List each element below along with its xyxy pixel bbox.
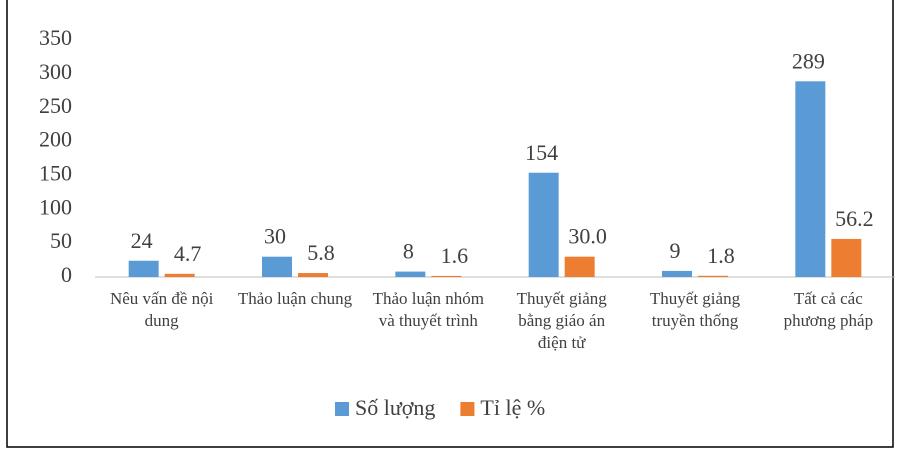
y-tick-label: 150 <box>39 160 72 185</box>
legend-label: Số lượng <box>355 395 435 420</box>
x-tick-label: Nêu vấn đề nội dung <box>110 289 214 330</box>
data-label: 56.2 <box>835 206 874 231</box>
data-label: 154 <box>525 140 558 165</box>
data-label: 1.6 <box>441 243 469 268</box>
data-label: 30 <box>264 224 286 249</box>
bar <box>128 260 159 277</box>
bar <box>298 273 328 277</box>
data-label: 4.7 <box>174 241 202 266</box>
x-tick-label: Thuyết giảng truyền thống <box>650 289 741 330</box>
y-tick-label: 350 <box>39 25 72 50</box>
data-label: 9 <box>670 238 681 263</box>
bar <box>698 275 728 277</box>
bar <box>795 81 826 277</box>
y-tick-label: 300 <box>39 59 72 84</box>
legend-swatch <box>460 402 475 416</box>
x-tick-label: Thảo luận chung <box>238 289 353 308</box>
bar <box>564 256 595 277</box>
data-label: 5.8 <box>307 240 335 265</box>
data-label: 289 <box>792 48 825 73</box>
y-tick-label: 50 <box>50 228 72 253</box>
y-tick-label: 250 <box>39 93 72 118</box>
y-tick-label: 200 <box>39 127 72 152</box>
x-tick-label: Thuyết giảng bằng giáo án điện tử <box>517 289 608 352</box>
data-label: 30.0 <box>568 224 607 249</box>
bar <box>662 270 692 277</box>
x-tick-label: Tất cả các phương pháp <box>784 289 874 330</box>
data-label: 1.8 <box>707 243 735 268</box>
y-tick-label: 0 <box>61 262 72 287</box>
chart-frame <box>6 0 894 448</box>
legend-label: Tỉ lệ % <box>480 395 545 420</box>
bar <box>528 172 559 277</box>
data-label: 8 <box>403 239 414 264</box>
bar <box>164 273 195 277</box>
data-label: 24 <box>131 228 153 253</box>
bar <box>262 256 292 277</box>
legend-swatch <box>335 402 349 416</box>
y-tick-label: 100 <box>39 194 72 219</box>
x-tick-label: Thảo luận nhóm và thuyết trình <box>373 289 484 330</box>
bar <box>431 275 462 277</box>
bar <box>395 271 426 277</box>
bar <box>831 238 862 277</box>
